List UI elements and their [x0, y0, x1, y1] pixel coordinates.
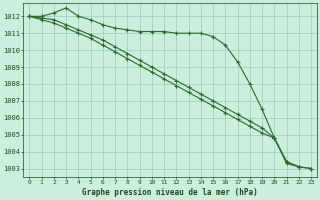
- X-axis label: Graphe pression niveau de la mer (hPa): Graphe pression niveau de la mer (hPa): [82, 188, 258, 197]
